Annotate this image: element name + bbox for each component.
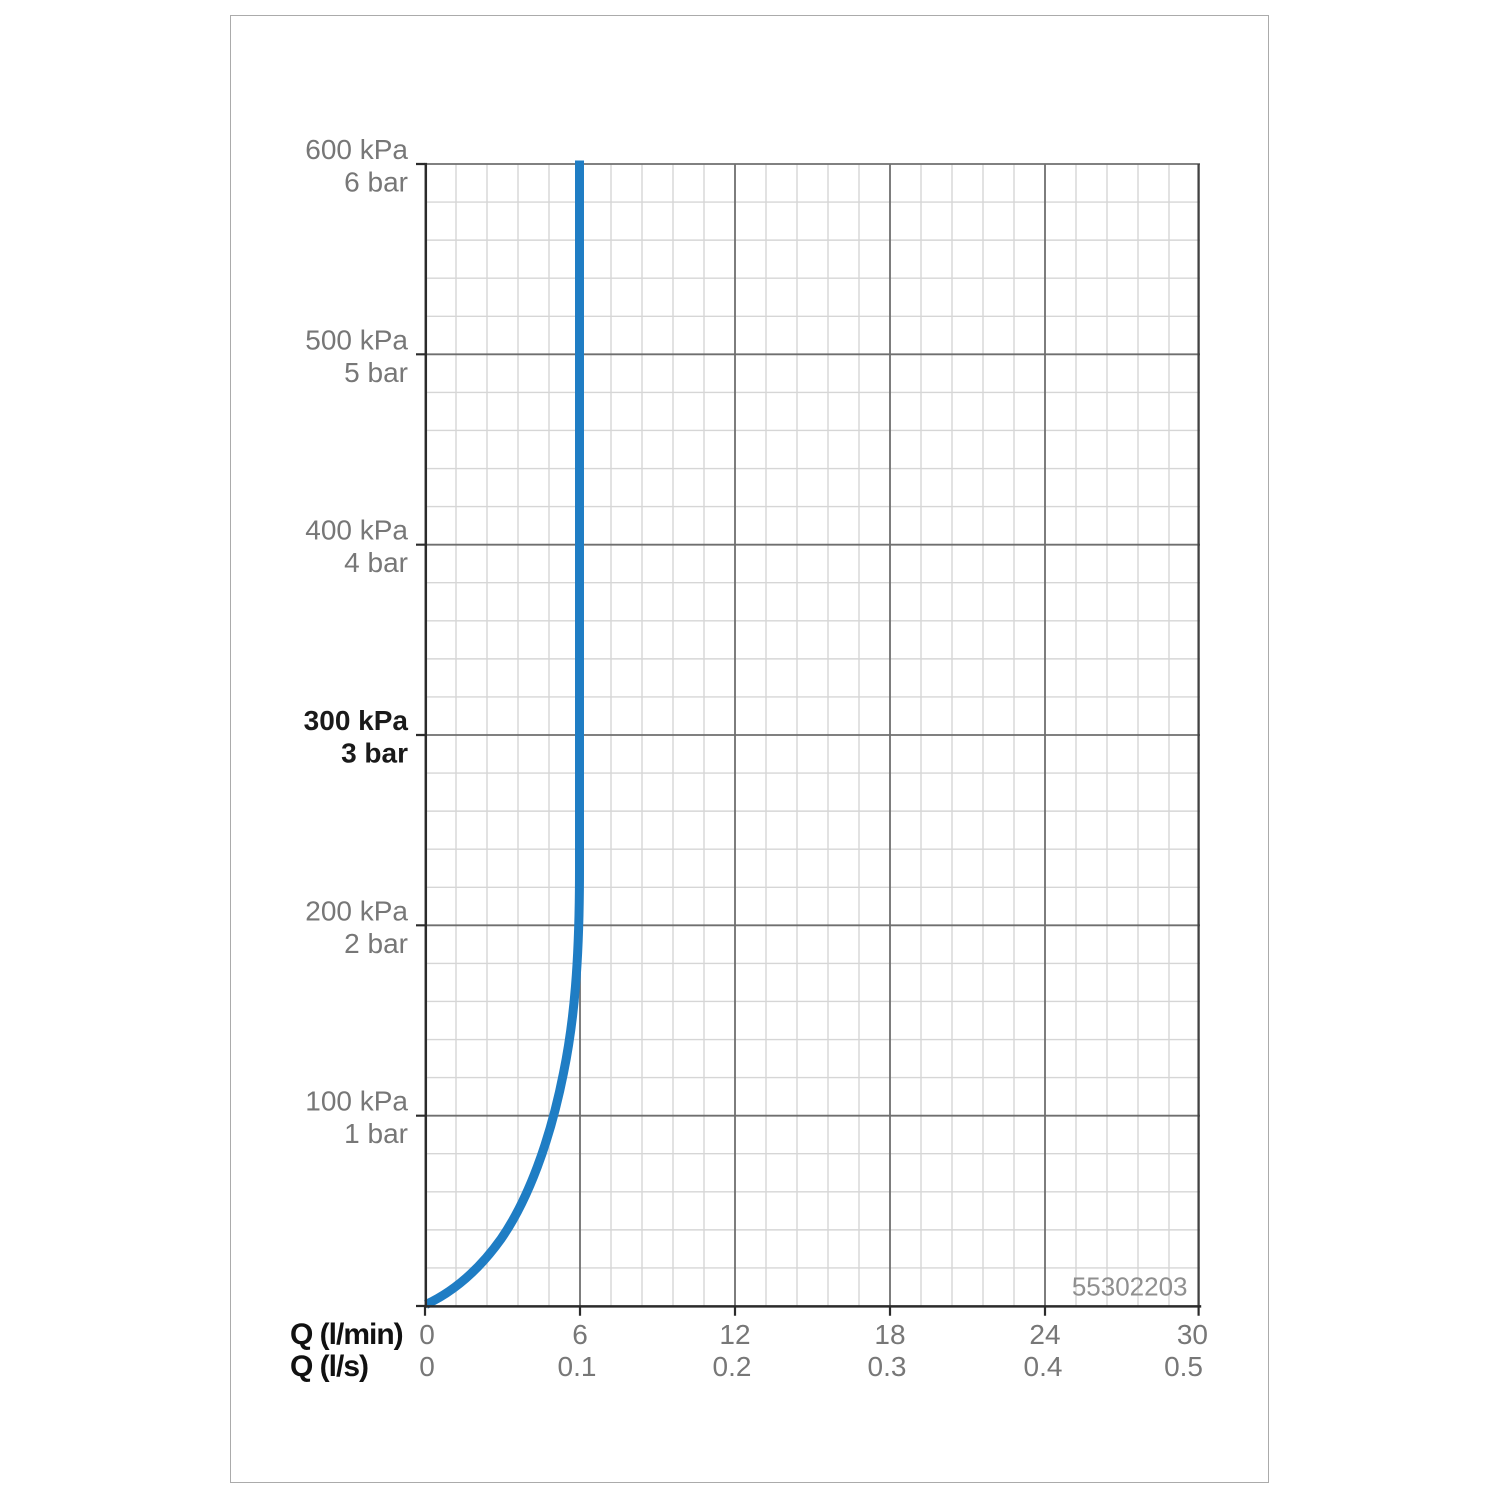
svg-text:0.5: 0.5	[1164, 1351, 1203, 1382]
svg-text:200 kPa: 200 kPa	[305, 895, 408, 926]
svg-text:0: 0	[419, 1351, 435, 1382]
svg-text:0: 0	[419, 1319, 435, 1350]
svg-text:Q (l/s): Q (l/s)	[290, 1350, 368, 1383]
svg-text:6 bar: 6 bar	[344, 167, 408, 198]
svg-text:6: 6	[572, 1319, 588, 1350]
svg-text:3 bar: 3 bar	[341, 738, 408, 769]
svg-text:5 bar: 5 bar	[344, 357, 408, 388]
svg-text:500 kPa: 500 kPa	[305, 324, 408, 355]
svg-text:Q (l/min): Q (l/min)	[290, 1318, 403, 1351]
svg-text:400 kPa: 400 kPa	[305, 515, 408, 546]
svg-text:0.3: 0.3	[868, 1351, 907, 1382]
svg-text:24: 24	[1029, 1319, 1060, 1350]
svg-text:600 kPa: 600 kPa	[305, 134, 408, 165]
svg-text:0.4: 0.4	[1024, 1351, 1063, 1382]
svg-text:55302203: 55302203	[1072, 1272, 1188, 1302]
svg-text:2 bar: 2 bar	[344, 928, 408, 959]
svg-text:12: 12	[719, 1319, 750, 1350]
svg-text:1 bar: 1 bar	[344, 1118, 408, 1149]
svg-text:18: 18	[874, 1319, 905, 1350]
svg-text:30: 30	[1177, 1319, 1208, 1350]
svg-text:100 kPa: 100 kPa	[305, 1086, 408, 1117]
svg-text:4 bar: 4 bar	[344, 547, 408, 578]
svg-text:300 kPa: 300 kPa	[304, 705, 409, 736]
svg-text:0.2: 0.2	[713, 1351, 752, 1382]
svg-text:0.1: 0.1	[558, 1351, 597, 1382]
